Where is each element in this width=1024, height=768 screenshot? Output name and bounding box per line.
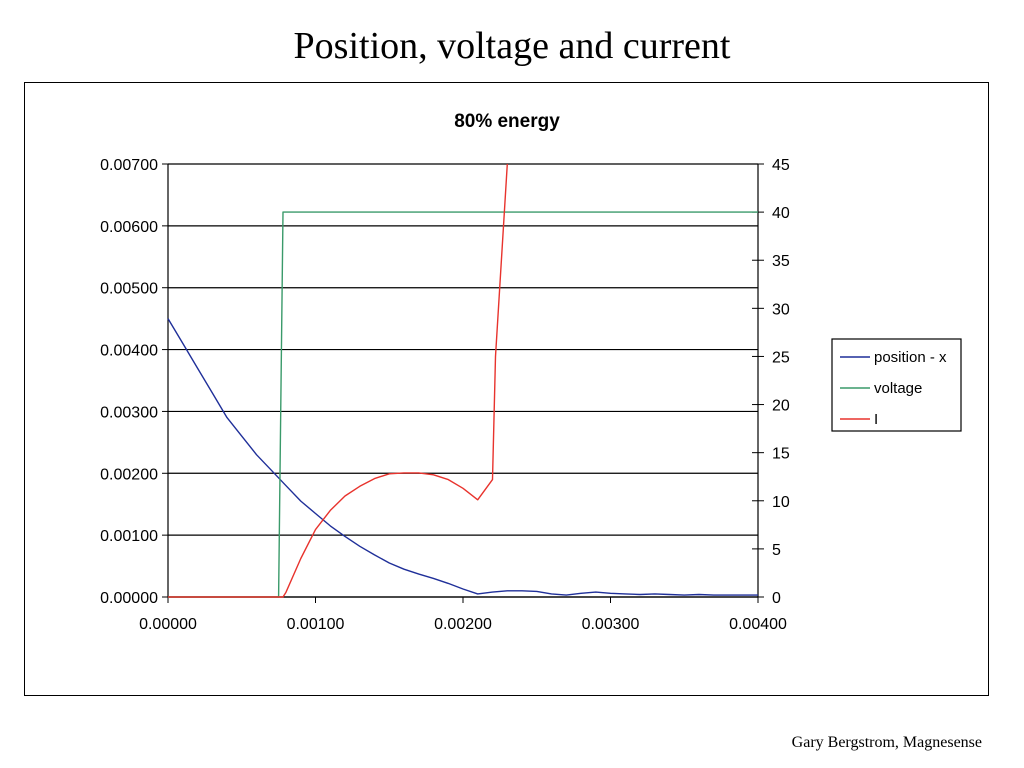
chart-title: 80% energy (454, 111, 560, 132)
y2-tick-label: 40 (772, 205, 790, 222)
x-tick-label: 0.00400 (729, 616, 787, 633)
legend: position - x voltage I (831, 338, 962, 432)
chart-frame: 80% energy 0.00000 0.00100 0.00200 0.00300 0… (24, 82, 989, 696)
y2-tick-label: 35 (772, 253, 790, 270)
series-line-position-x (167, 318, 758, 596)
slide-title: Position, voltage and current (293, 25, 731, 67)
gridlines (168, 163, 758, 598)
series-lines (167, 163, 758, 598)
y2-tick-label: 10 (772, 494, 790, 511)
y2-tick-label: 25 (772, 349, 790, 366)
y2-tick-label: 20 (772, 398, 790, 415)
x-tick-label: 0.00300 (582, 616, 640, 633)
y-tick-label: 0.00700 (100, 157, 158, 174)
y2-tick-label: 0 (772, 590, 781, 607)
y-tick-label: 0.00000 (100, 590, 158, 607)
y-tick-label: 0.00400 (100, 343, 158, 360)
axes: 0.00000 0.00100 0.00200 0.00300 0.00400 0.005… (100, 157, 790, 633)
footer-credit: Gary Bergstrom, Magnesense (791, 734, 982, 751)
chart-svg: 80% energy 0.000000.001000.002000.003000… (100, 111, 962, 633)
y2-tick-label: 30 (772, 301, 790, 318)
legend-label: voltage (874, 380, 922, 397)
y-tick-label: 0.00200 (100, 466, 158, 483)
legend-label: I (874, 411, 878, 428)
legend-box (831, 338, 962, 432)
x-tick-label: 0.00000 (139, 616, 197, 633)
series-line-i (168, 163, 508, 598)
legend-label: position - x (874, 349, 947, 366)
y-tick-label: 0.00600 (100, 219, 158, 236)
y2-tick-label: 45 (772, 157, 790, 174)
x-tick-label: 0.00100 (287, 616, 345, 633)
y2-tick-label: 15 (772, 446, 790, 463)
y-tick-label: 0.00100 (100, 528, 158, 545)
y-tick-label: 0.00500 (100, 281, 158, 298)
x-tick-label: 0.00200 (434, 616, 492, 633)
y2-tick-label: 5 (772, 542, 781, 559)
y-tick-label: 0.00300 (100, 404, 158, 421)
series-line-voltage (168, 211, 758, 598)
